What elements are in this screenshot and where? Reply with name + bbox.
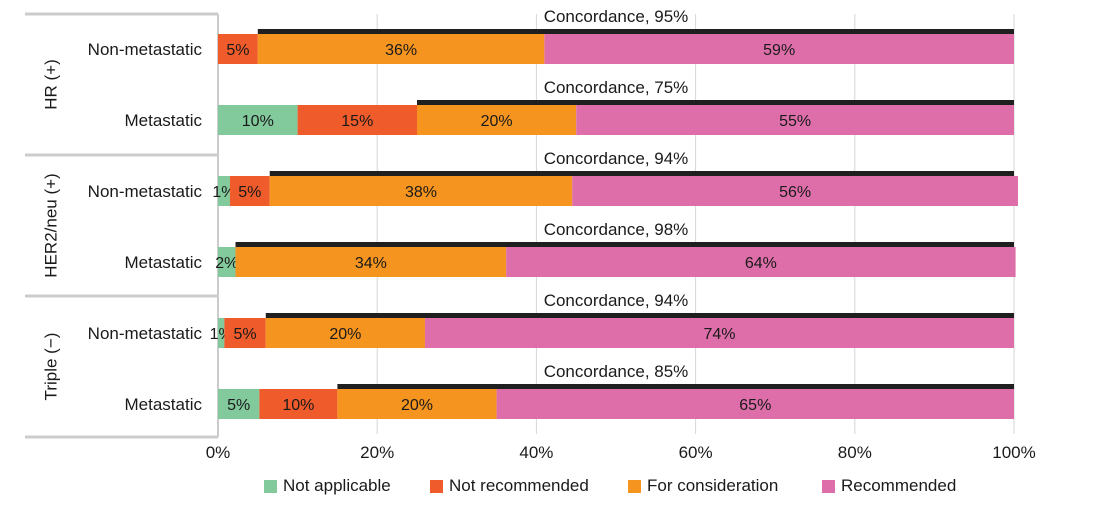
data-label: 2% bbox=[215, 255, 238, 272]
data-label: 64% bbox=[745, 255, 777, 272]
data-label: 34% bbox=[355, 255, 387, 272]
concordance-label: Concordance, 94% bbox=[544, 149, 689, 168]
data-label: 5% bbox=[238, 184, 261, 201]
group-label: HER2/neu (+) bbox=[41, 173, 60, 277]
legend: Not applicable Not recommended For conside… bbox=[0, 476, 1116, 498]
concordance-label: Concordance, 94% bbox=[544, 291, 689, 310]
row-label: Metastatic bbox=[125, 111, 203, 130]
concordance-label: Concordance, 85% bbox=[544, 362, 689, 381]
bar-segment bbox=[297, 105, 417, 135]
row-label: Non-metastatic bbox=[88, 182, 203, 201]
data-label: 74% bbox=[703, 326, 735, 343]
concordance-bar bbox=[337, 384, 1014, 389]
legend-label: Recommended bbox=[841, 476, 957, 495]
bar-segment bbox=[218, 176, 230, 206]
x-tick-label: 20% bbox=[360, 443, 394, 462]
bar-segment bbox=[417, 105, 577, 135]
row-label: Non-metastatic bbox=[88, 40, 203, 59]
bar-segment bbox=[424, 318, 1015, 348]
x-tick-label: 100% bbox=[992, 443, 1035, 462]
bar-segment bbox=[544, 34, 1014, 64]
data-label: 10% bbox=[242, 113, 274, 130]
data-label: 59% bbox=[763, 42, 795, 59]
bar-segment bbox=[235, 247, 507, 277]
data-label: 55% bbox=[779, 113, 811, 130]
bar-segment bbox=[337, 389, 497, 419]
concordance-bar bbox=[417, 100, 1014, 105]
data-label: 5% bbox=[226, 42, 249, 59]
legend-label: Not recommended bbox=[449, 476, 589, 495]
legend-item: For consideration bbox=[628, 476, 778, 496]
bar-segment bbox=[496, 389, 1015, 419]
group-label: Triple (−) bbox=[41, 333, 60, 401]
row-label: Metastatic bbox=[125, 253, 203, 272]
x-tick-label: 40% bbox=[519, 443, 553, 462]
bar-segment bbox=[572, 176, 1018, 206]
x-tick-label: 0% bbox=[206, 443, 231, 462]
legend-item: Not applicable bbox=[264, 476, 391, 496]
legend-label: For consideration bbox=[647, 476, 779, 495]
legend-swatch bbox=[264, 479, 277, 493]
concordance-bar bbox=[235, 242, 1015, 247]
legend-item: Not recommended bbox=[430, 476, 589, 496]
x-tick-label: 80% bbox=[838, 443, 872, 462]
bar-segment bbox=[576, 105, 1014, 135]
concordance-label: Concordance, 95% bbox=[544, 7, 689, 26]
data-label: 38% bbox=[405, 184, 437, 201]
x-tick-label: 60% bbox=[679, 443, 713, 462]
bar-segment bbox=[229, 176, 270, 206]
bar-segment bbox=[506, 247, 1016, 277]
bar-segment bbox=[218, 247, 236, 277]
concordance-label: Concordance, 75% bbox=[544, 78, 689, 97]
data-label: 20% bbox=[401, 397, 433, 414]
bar-segment bbox=[218, 389, 260, 419]
data-label: 10% bbox=[282, 397, 314, 414]
bar-segment bbox=[218, 34, 258, 64]
concordance-label: Concordance, 98% bbox=[544, 220, 689, 239]
bar-segment bbox=[218, 318, 225, 348]
data-label: 56% bbox=[779, 184, 811, 201]
data-label: 5% bbox=[227, 397, 250, 414]
row-label: Non-metastatic bbox=[88, 324, 203, 343]
concordance-bar bbox=[257, 29, 1014, 34]
legend-swatch bbox=[430, 479, 443, 493]
legend-swatch bbox=[628, 479, 641, 493]
bar-segment bbox=[218, 105, 298, 135]
data-label: 20% bbox=[481, 113, 513, 130]
legend-item: Recommended bbox=[822, 476, 956, 496]
data-label: 65% bbox=[739, 397, 771, 414]
bar-segment bbox=[265, 318, 425, 348]
data-label: 36% bbox=[385, 42, 417, 59]
bar-segment bbox=[224, 318, 266, 348]
legend-swatch bbox=[822, 479, 835, 493]
data-label: 20% bbox=[329, 326, 361, 343]
bar-segment bbox=[257, 34, 545, 64]
group-label: HR (+) bbox=[41, 59, 60, 110]
data-label: 1% bbox=[212, 184, 235, 201]
concordance-bar bbox=[265, 313, 1014, 318]
legend-label: Not applicable bbox=[283, 476, 391, 495]
bar-segment bbox=[269, 176, 573, 206]
bar-segment bbox=[259, 389, 338, 419]
data-label: 5% bbox=[234, 326, 257, 343]
concordance-bar bbox=[269, 171, 1014, 176]
data-label: 15% bbox=[341, 113, 373, 130]
row-label: Metastatic bbox=[125, 395, 203, 414]
